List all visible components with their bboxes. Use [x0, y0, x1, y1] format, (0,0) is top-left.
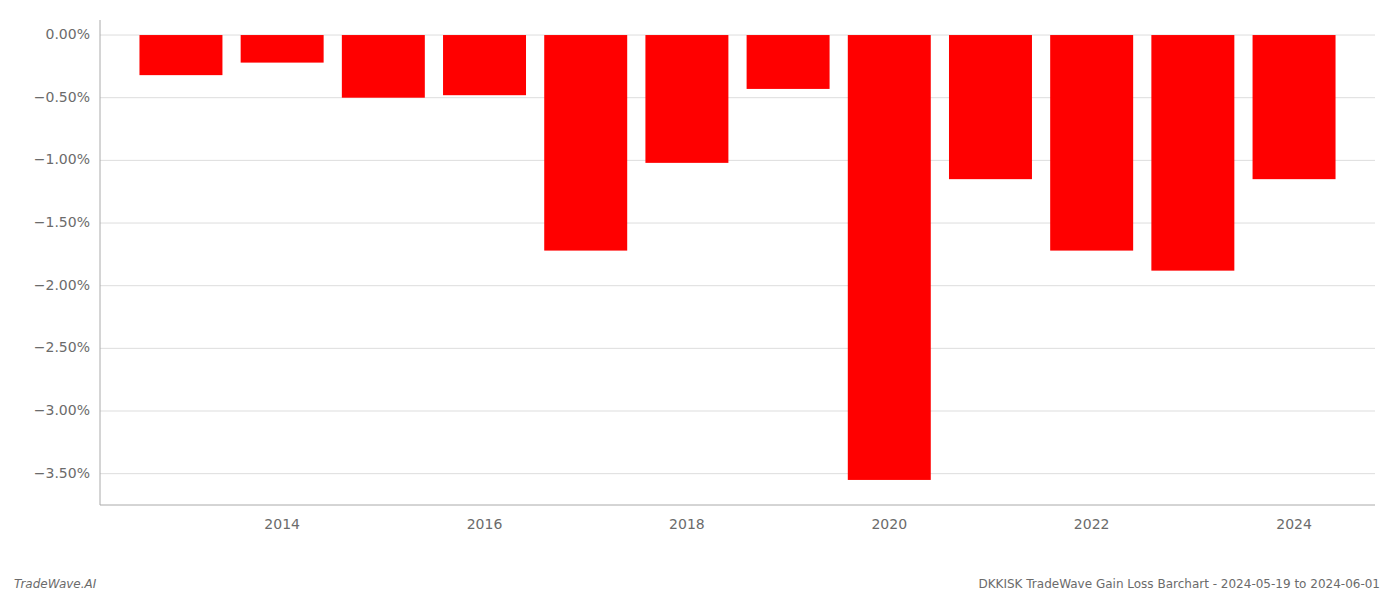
bar — [241, 35, 324, 63]
grid-line — [100, 348, 1375, 349]
bar — [342, 35, 425, 98]
y-tick-label: −1.50% — [34, 214, 90, 230]
bar — [747, 35, 830, 89]
footer: TradeWave.AI — [14, 577, 97, 591]
y-tick-label: −2.50% — [34, 339, 90, 355]
x-axis-line — [100, 505, 1375, 506]
x-tick-label: 2016 — [467, 516, 503, 532]
x-tick-label: 2024 — [1276, 516, 1312, 532]
grid-line — [100, 411, 1375, 412]
y-tick-label: −2.00% — [34, 277, 90, 293]
bar — [544, 35, 627, 251]
x-tick-label: 2014 — [264, 516, 300, 532]
bar — [443, 35, 526, 95]
y-tick-label: −1.00% — [34, 151, 90, 167]
bar — [848, 35, 931, 480]
y-tick-label: −0.50% — [34, 89, 90, 105]
grid — [100, 35, 1375, 474]
bar — [1253, 35, 1336, 179]
title: DKKISK TradeWave Gain Loss Barchart - 20… — [978, 577, 1380, 591]
bar — [139, 35, 222, 75]
y-tick-label: −3.00% — [34, 402, 90, 418]
grid-line — [100, 285, 1375, 286]
x-tick-label: 2020 — [871, 516, 907, 532]
bar — [949, 35, 1032, 179]
y-tick-label: −3.50% — [34, 465, 90, 481]
bar — [1151, 35, 1234, 271]
x-tick-label: 2022 — [1074, 516, 1110, 532]
bar — [645, 35, 728, 163]
y-axis-line — [100, 20, 101, 505]
x-tick-label: 2018 — [669, 516, 705, 532]
bar — [1050, 35, 1133, 251]
y-tick-label: 0.00% — [46, 26, 90, 42]
chart: 0.00% −0.50% −1.00% −1.50% −2.00% −2.50% −3.00… — [0, 0, 1400, 600]
bars — [139, 35, 1335, 480]
grid-line — [100, 473, 1375, 474]
